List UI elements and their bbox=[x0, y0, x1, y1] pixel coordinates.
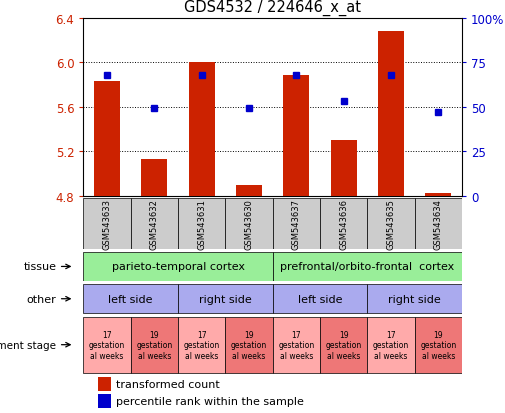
Bar bbox=[131, 198, 178, 250]
Text: 19
gestation
al weeks: 19 gestation al weeks bbox=[420, 330, 457, 360]
Bar bbox=[83, 285, 178, 313]
Text: 17
gestation
al weeks: 17 gestation al weeks bbox=[278, 330, 315, 360]
Text: development stage: development stage bbox=[0, 340, 57, 350]
Bar bbox=[94, 82, 120, 196]
Bar bbox=[378, 32, 404, 196]
Title: GDS4532 / 224646_x_at: GDS4532 / 224646_x_at bbox=[184, 0, 361, 16]
Bar bbox=[320, 317, 368, 373]
Text: right side: right side bbox=[388, 294, 441, 304]
Bar bbox=[83, 317, 131, 373]
Bar bbox=[331, 141, 357, 196]
Bar bbox=[98, 394, 111, 408]
Text: GSM543633: GSM543633 bbox=[103, 199, 112, 249]
Text: transformed count: transformed count bbox=[116, 379, 219, 389]
Bar bbox=[273, 198, 320, 250]
Bar bbox=[273, 252, 462, 281]
Text: 19
gestation
al weeks: 19 gestation al weeks bbox=[136, 330, 173, 360]
Bar bbox=[273, 317, 320, 373]
Bar bbox=[368, 317, 415, 373]
Text: 17
gestation
al weeks: 17 gestation al weeks bbox=[89, 330, 125, 360]
Bar bbox=[368, 285, 462, 313]
Text: 17
gestation
al weeks: 17 gestation al weeks bbox=[183, 330, 220, 360]
Bar bbox=[83, 198, 131, 250]
Text: GSM543637: GSM543637 bbox=[292, 199, 301, 249]
Bar bbox=[178, 285, 273, 313]
Bar bbox=[225, 198, 273, 250]
Text: GSM543635: GSM543635 bbox=[386, 199, 395, 249]
Bar bbox=[283, 76, 310, 196]
Text: percentile rank within the sample: percentile rank within the sample bbox=[116, 396, 304, 406]
Bar bbox=[368, 198, 415, 250]
Bar bbox=[83, 252, 273, 281]
Bar bbox=[236, 185, 262, 196]
Text: parieto-temporal cortex: parieto-temporal cortex bbox=[112, 262, 244, 272]
Bar bbox=[415, 317, 462, 373]
Bar bbox=[98, 377, 111, 391]
Text: prefrontal/orbito-frontal  cortex: prefrontal/orbito-frontal cortex bbox=[280, 262, 454, 272]
Bar bbox=[225, 317, 273, 373]
Bar bbox=[273, 285, 368, 313]
Bar bbox=[189, 63, 215, 196]
Text: 19
gestation
al weeks: 19 gestation al weeks bbox=[326, 330, 362, 360]
Text: GSM543631: GSM543631 bbox=[197, 199, 206, 249]
Text: left side: left side bbox=[298, 294, 342, 304]
Bar bbox=[141, 159, 167, 196]
Text: other: other bbox=[27, 294, 57, 304]
Bar bbox=[178, 198, 225, 250]
Text: tissue: tissue bbox=[23, 262, 57, 272]
Text: GSM543630: GSM543630 bbox=[244, 199, 254, 249]
Text: 17
gestation
al weeks: 17 gestation al weeks bbox=[373, 330, 409, 360]
Bar bbox=[131, 317, 178, 373]
Bar bbox=[425, 194, 451, 196]
Text: GSM543636: GSM543636 bbox=[339, 199, 348, 249]
Bar bbox=[320, 198, 368, 250]
Text: right side: right side bbox=[199, 294, 251, 304]
Text: left side: left side bbox=[109, 294, 153, 304]
Text: GSM543634: GSM543634 bbox=[434, 199, 443, 249]
Bar bbox=[415, 198, 462, 250]
Text: 19
gestation
al weeks: 19 gestation al weeks bbox=[231, 330, 267, 360]
Bar bbox=[178, 317, 225, 373]
Text: GSM543632: GSM543632 bbox=[150, 199, 159, 249]
